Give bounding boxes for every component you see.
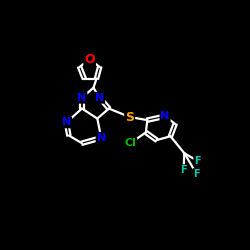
Text: O: O bbox=[84, 53, 95, 66]
Text: N: N bbox=[95, 93, 104, 103]
Text: F: F bbox=[194, 156, 201, 166]
Text: N: N bbox=[77, 93, 86, 103]
Text: N: N bbox=[96, 133, 106, 143]
Text: F: F bbox=[180, 165, 187, 175]
Text: S: S bbox=[125, 110, 134, 124]
Text: N: N bbox=[62, 118, 71, 128]
Text: N: N bbox=[160, 111, 170, 121]
Text: Cl: Cl bbox=[124, 138, 136, 148]
Text: F: F bbox=[193, 169, 200, 179]
